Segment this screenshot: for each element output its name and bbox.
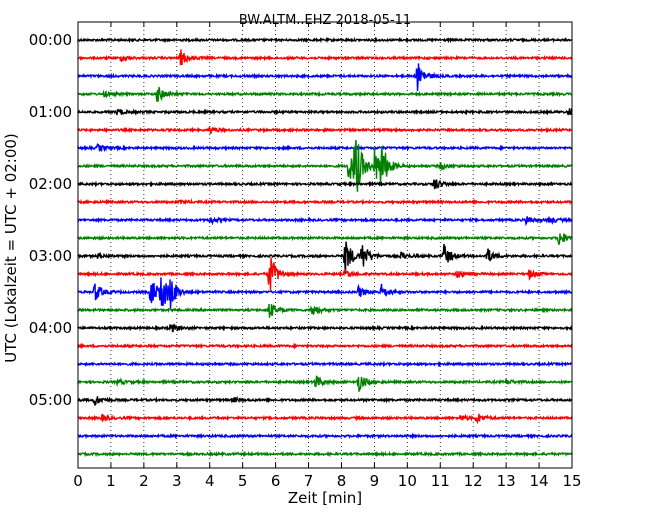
seismogram-trace bbox=[77, 233, 573, 245]
x-tick-label: 15 bbox=[562, 472, 581, 490]
x-tick-label: 12 bbox=[464, 472, 483, 490]
seismogram-trace bbox=[77, 142, 573, 153]
seismogram-trace bbox=[77, 108, 573, 116]
x-tick-label: 5 bbox=[238, 472, 248, 490]
seismogram-trace bbox=[77, 63, 573, 92]
x-tick-label: 4 bbox=[205, 472, 215, 490]
x-tick-label: 3 bbox=[172, 472, 182, 490]
x-axis-ticks: 0 1 2 3 4 5 6 7 8 9 10 11 12 13 14 15 bbox=[73, 22, 582, 490]
seismogram-trace bbox=[77, 125, 573, 135]
y-tick-label: 00:00 bbox=[29, 31, 72, 49]
seismogram-trace bbox=[77, 413, 573, 425]
y-tick-label: 04:00 bbox=[29, 319, 72, 337]
x-tick-label: 11 bbox=[431, 472, 450, 490]
x-axis-label: Zeit [min] bbox=[288, 489, 362, 507]
seismogram-trace bbox=[77, 36, 573, 44]
y-tick-label: 03:00 bbox=[29, 247, 72, 265]
seismogram-trace bbox=[77, 179, 573, 190]
x-tick-label: 7 bbox=[304, 472, 314, 490]
y-axis-label: UTC (Lokalzeit = UTC + 02:00) bbox=[2, 133, 20, 363]
seismogram-trace bbox=[77, 342, 573, 350]
seismogram-trace bbox=[77, 432, 573, 440]
seismogram-trace bbox=[77, 450, 573, 458]
seismogram-trace bbox=[77, 197, 573, 206]
seismogram-trace bbox=[77, 323, 573, 333]
seismogram-trace bbox=[77, 49, 573, 66]
seismogram-trace bbox=[77, 86, 573, 102]
y-tick-label: 02:00 bbox=[29, 175, 72, 193]
seismogram-trace bbox=[77, 375, 573, 393]
x-tick-label: 9 bbox=[370, 472, 380, 490]
x-tick-label: 2 bbox=[139, 472, 149, 490]
seismogram-trace bbox=[77, 216, 573, 227]
seismogram-trace bbox=[77, 304, 573, 318]
x-tick-label: 13 bbox=[497, 472, 516, 490]
x-tick-label: 6 bbox=[271, 472, 281, 490]
plot-frame bbox=[77, 21, 573, 469]
seismogram-trace bbox=[77, 277, 573, 309]
y-tick-label: 05:00 bbox=[29, 391, 72, 409]
seismogram-trace bbox=[77, 360, 573, 368]
x-tick-label: 14 bbox=[530, 472, 549, 490]
x-tick-label: 10 bbox=[398, 472, 417, 490]
x-tick-label: 1 bbox=[106, 472, 116, 490]
seismogram-trace bbox=[77, 257, 573, 291]
y-tick-label: 01:00 bbox=[29, 103, 72, 121]
x-tick-label: 0 bbox=[73, 472, 83, 490]
chart-title: BW.ALTM..EHZ 2018-05-11 bbox=[239, 13, 411, 28]
y-axis-ticks: 00:00 01:00 02:00 03:00 04:00 05:00 bbox=[29, 31, 572, 409]
seismogram-trace bbox=[77, 396, 573, 406]
x-tick-label: 8 bbox=[337, 472, 347, 490]
seismogram-trace bbox=[77, 140, 573, 192]
seismogram-traces bbox=[77, 36, 573, 458]
seismogram-trace bbox=[77, 241, 573, 275]
